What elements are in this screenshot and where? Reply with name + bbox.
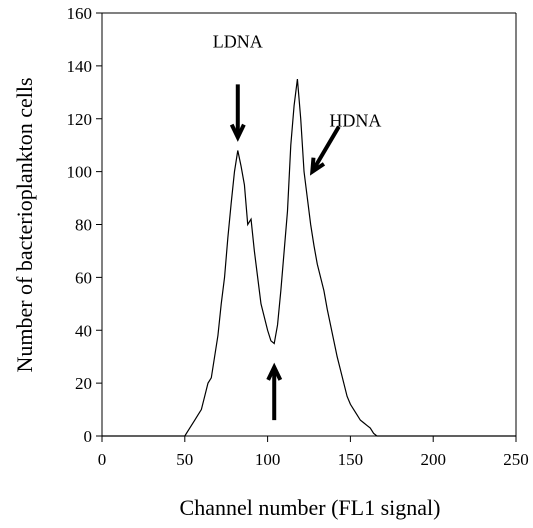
x-tick-label: 100 [255, 450, 281, 469]
y-tick-label: 60 [75, 268, 92, 287]
x-tick-label: 250 [503, 450, 529, 469]
annotation-ldna-arrow [229, 84, 246, 142]
y-tick-label: 40 [75, 321, 92, 340]
ticks: 0 50 100 150 200 250 0 20 40 60 80 100 120 140 160 [67, 4, 529, 469]
x-tick-label: 200 [420, 450, 446, 469]
annotation-hdna-label: HDNA [329, 111, 381, 131]
y-tick-label: 80 [75, 216, 92, 235]
annotation-trough-arrow [266, 362, 283, 421]
x-tick-label: 50 [176, 450, 193, 469]
y-tick-label: 20 [75, 374, 92, 393]
annotation-hdna-arrow [309, 125, 341, 176]
series-line [102, 79, 516, 437]
y-tick-label: 0 [84, 427, 93, 446]
x-tick-label: 150 [338, 450, 364, 469]
y-axis-title: Number of bacterioplankton cells [12, 77, 37, 372]
series-group [102, 79, 516, 437]
y-tick-label: 160 [67, 4, 93, 23]
x-axis-title: Channel number (FL1 signal) [180, 495, 441, 520]
plot-area [101, 12, 517, 437]
y-tick-label: 120 [67, 110, 93, 129]
annotations: LDNA HDNA [213, 31, 381, 421]
annotation-ldna-label: LDNA [213, 31, 263, 51]
y-tick-label: 100 [67, 163, 93, 182]
x-tick-label: 0 [98, 450, 107, 469]
y-tick-label: 140 [67, 57, 93, 76]
